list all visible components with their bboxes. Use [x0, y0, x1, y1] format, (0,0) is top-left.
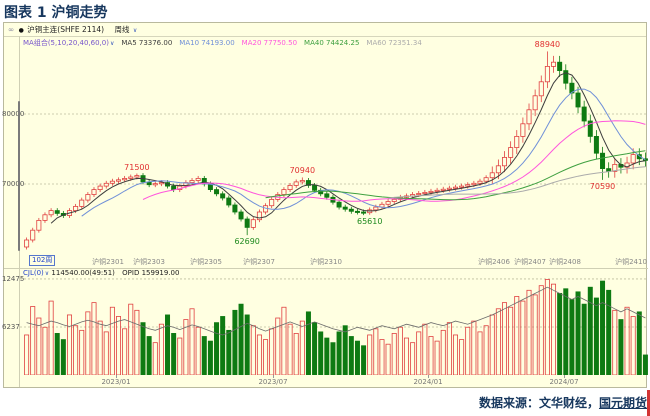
contract-label: 沪铜2407	[514, 258, 546, 266]
chevron-down-icon[interactable]: ∨	[44, 270, 50, 277]
ma5-line	[50, 72, 646, 224]
vertical-scrollbar-thumb[interactable]	[17, 101, 20, 251]
figure-title: 图表 1 沪铜走势	[4, 5, 108, 21]
date-tick	[273, 375, 274, 378]
chevron-down-icon[interactable]: ∨	[132, 27, 138, 34]
contract-label: 沪铜2408	[549, 258, 581, 266]
contract-axis-row: 102周 沪铜2301 沪铜2303 沪铜2305 沪铜2307 沪铜2310 沪铜240…	[4, 255, 648, 269]
price-tick-label: 70000	[2, 180, 25, 188]
ma20-line	[142, 120, 646, 202]
open-interest-line	[26, 286, 646, 336]
ma-legend-item: MA40 74424.25	[304, 39, 360, 47]
toolbar-divider	[4, 36, 646, 37]
date-label: 2024/07	[549, 378, 579, 386]
price-candlestick-canvas[interactable]	[4, 50, 648, 256]
date-tick	[116, 375, 117, 378]
chart-toolbar: ∞ ● 沪铜主连(SHFE 2114) 周线 ∨	[8, 24, 137, 35]
week-count-badge[interactable]: 102周	[29, 255, 56, 266]
volume-value: 114540.00(49:51)	[51, 269, 115, 277]
volume-tick-label: 6237	[2, 322, 20, 331]
price-extreme-label: 88940	[534, 40, 561, 50]
date-label: 2023/07	[258, 378, 288, 386]
contract-label: 沪铜2305	[190, 258, 222, 266]
series-bullet-icon: ●	[18, 27, 24, 34]
date-label: 2024/01	[413, 378, 443, 386]
price-tick-label: 80000	[2, 110, 25, 118]
ma60-line	[388, 166, 646, 199]
ma-legend-item: MA10 74193.00	[179, 39, 235, 47]
ma-legend: MA组合(5,10,20,40,60,0)∨ MA5 73376.00 MA10 7…	[23, 38, 422, 48]
contract-label: 沪铜2410	[615, 258, 647, 266]
open-interest-value: 159919.00	[141, 269, 180, 277]
volume-indicator-header: CJL(0)∨ 114540.00(49:51) OPID 159919.00	[23, 269, 179, 277]
date-tick	[564, 375, 565, 378]
source-prefix: 数据来源：文华财经，	[478, 396, 599, 410]
date-label: 2023/01	[101, 378, 131, 386]
chevron-down-icon[interactable]: ∨	[109, 40, 115, 47]
cjl-indicator-label[interactable]: CJL(0)	[23, 269, 44, 277]
ma-combo-selector[interactable]: MA组合(5,10,20,40,60,0)	[23, 39, 109, 47]
candles-layer	[24, 51, 648, 250]
contract-label: 沪铜2307	[243, 258, 275, 266]
ma40-line	[265, 150, 646, 201]
contract-label: 沪铜2303	[133, 258, 165, 266]
link-chain-icon: ∞	[8, 25, 14, 34]
contract-label: 沪铜2310	[310, 258, 342, 266]
ma-legend-item: MA60 72351.34	[366, 39, 422, 47]
ma10-line	[81, 88, 646, 217]
contract-label: 沪铜2406	[478, 258, 510, 266]
ma-legend-item: MA5 73376.00	[121, 39, 173, 47]
volume-tick-label: 12475	[2, 274, 25, 283]
red-border-artifact	[647, 390, 650, 416]
open-interest-label: OPID	[122, 269, 140, 277]
instrument-name[interactable]: 沪铜主连(SHFE 2114)	[27, 25, 105, 34]
wenhua-chart-window: ∞ ● 沪铜主连(SHFE 2114) 周线 ∨ MA组合(5,10,20,40…	[2, 22, 648, 389]
date-axis-row: 2023/01 2023/07 2024/01 2024/07	[4, 375, 648, 389]
period-selector[interactable]: 周线	[114, 25, 130, 34]
volume-bars-canvas[interactable]	[4, 268, 648, 375]
date-tick	[428, 375, 429, 378]
contract-label: 沪铜2301	[92, 258, 124, 266]
ma-legend-item: MA20 77750.50	[241, 39, 298, 47]
data-source-line: 数据来源：文华财经，国元期货	[479, 394, 647, 411]
source-link[interactable]: 国元期货	[598, 396, 647, 410]
